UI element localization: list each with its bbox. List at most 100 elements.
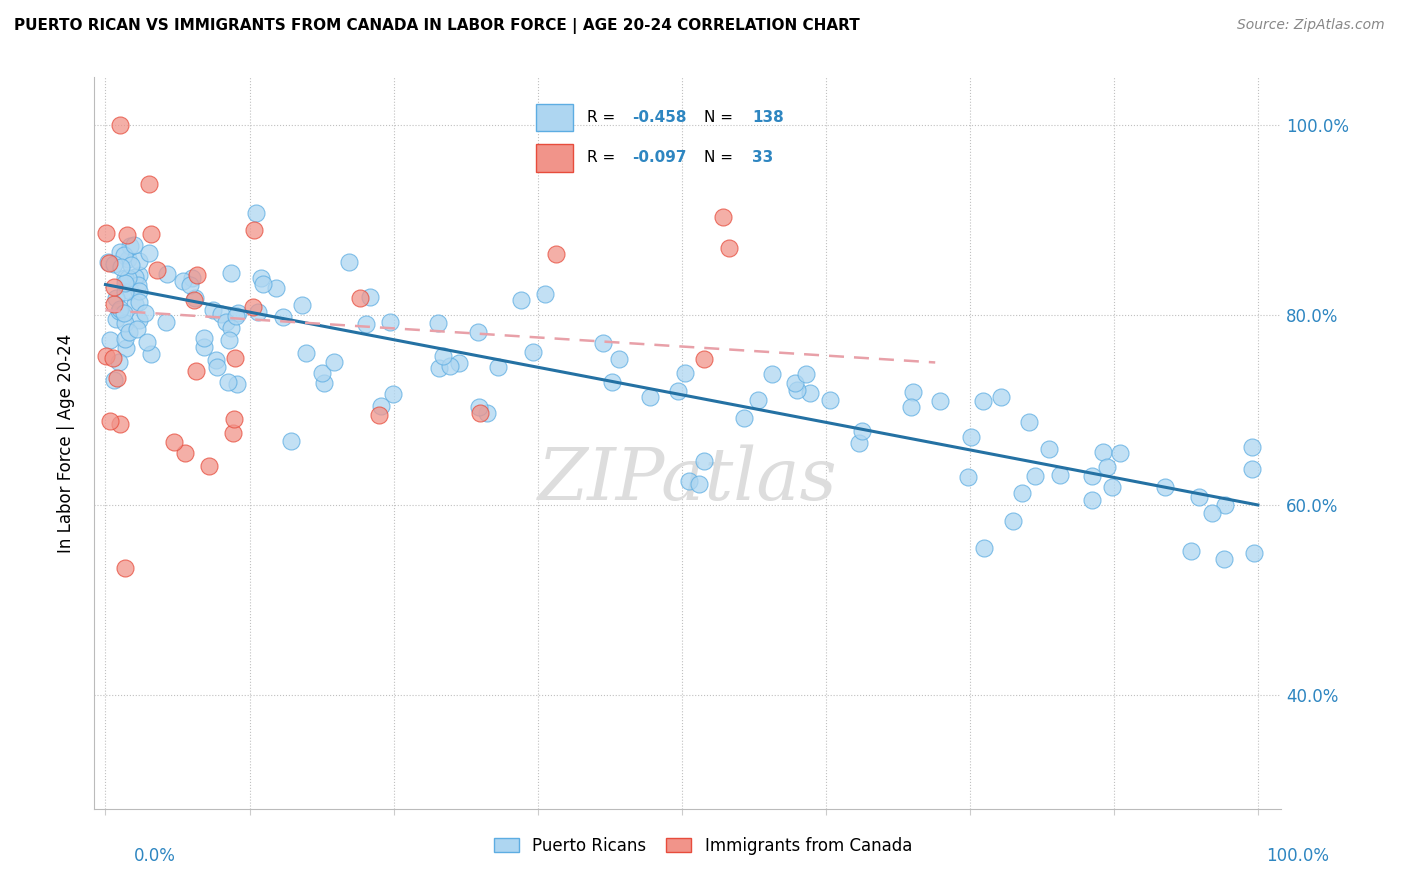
Point [785,376,807,390]
Point [135,334,157,349]
Text: 100.0%: 100.0% [1265,847,1329,864]
Point [124,270,146,285]
Point [114,285,136,299]
Point [117,252,139,267]
Point [1154,479,1177,493]
Point [184,363,207,377]
Point [928,393,950,408]
Point [101,351,124,365]
Point [117,227,139,242]
Point [467,325,489,339]
Point [960,430,983,444]
Point [607,352,630,367]
Point [114,561,136,575]
Point [693,454,716,468]
Point [291,298,314,312]
Point [486,359,509,374]
Point [689,477,711,491]
Point [224,351,246,365]
Point [174,446,197,460]
Point [108,118,131,132]
Point [128,313,150,327]
Point [201,302,224,317]
Point [114,316,136,330]
Point [972,394,994,409]
Point [638,390,661,404]
Point [186,268,208,282]
Point [103,373,125,387]
Point [468,406,491,420]
Point [973,541,995,556]
Point [219,320,242,334]
Point [180,271,202,285]
Point [110,260,132,275]
Point [314,376,336,390]
Point [733,411,755,425]
Point [138,245,160,260]
Legend: Puerto Ricans, Immigrants from Canada: Puerto Ricans, Immigrants from Canada [488,830,918,862]
Point [128,268,150,282]
Point [124,297,146,311]
Point [163,435,186,450]
Point [207,360,229,375]
Point [128,284,150,298]
Point [900,401,922,415]
Point [245,206,267,220]
Point [193,340,215,354]
Point [205,353,228,368]
Point [103,256,125,270]
Point [848,436,870,450]
Point [747,392,769,407]
Point [226,306,249,320]
Point [217,375,239,389]
Point [354,318,377,332]
Point [711,210,734,224]
Point [1002,514,1025,528]
Point [1243,546,1265,560]
Point [427,360,450,375]
Point [222,426,245,441]
Point [139,227,162,242]
Point [1241,440,1264,454]
Point [1241,462,1264,476]
Point [1024,469,1046,483]
Point [184,291,207,305]
Point [108,417,131,431]
Point [179,277,201,292]
Point [367,409,389,423]
Point [522,345,544,359]
Point [1018,416,1040,430]
Point [818,392,841,407]
Point [475,406,498,420]
Text: 0.0%: 0.0% [134,847,176,864]
Point [1081,492,1104,507]
Point [1097,460,1119,475]
Point [592,336,614,351]
Point [225,309,247,323]
Point [114,341,136,355]
Point [172,274,194,288]
Point [128,254,150,268]
Point [122,237,145,252]
Point [1180,544,1202,558]
Point [114,332,136,346]
Point [544,246,567,260]
Text: Source: ZipAtlas.com: Source: ZipAtlas.com [1237,18,1385,32]
Point [139,347,162,361]
Point [108,245,131,260]
Point [114,276,136,290]
Point [534,287,557,301]
Point [439,359,461,374]
Point [138,177,160,191]
Point [447,356,470,370]
Point [1049,468,1071,483]
Point [794,367,817,381]
Point [105,371,128,385]
Point [156,267,179,281]
Point [97,255,120,269]
Point [145,263,167,277]
Point [266,280,288,294]
Point [337,254,360,268]
Point [509,293,531,307]
Point [271,310,294,325]
